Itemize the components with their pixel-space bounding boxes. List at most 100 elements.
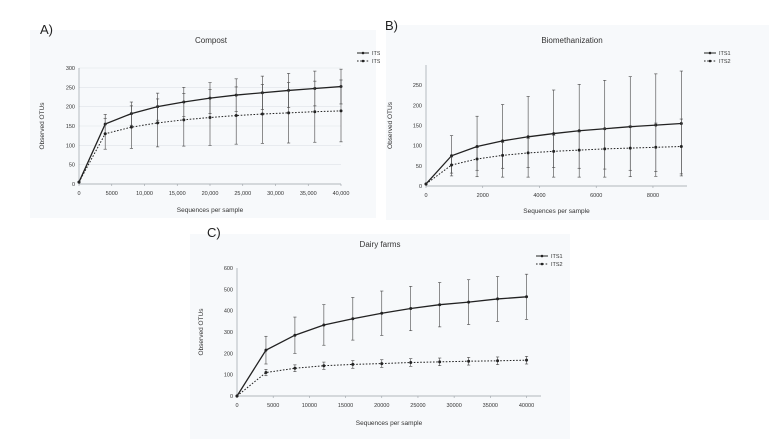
data-point	[380, 311, 384, 315]
x-tick-label: 0	[235, 403, 238, 409]
chart-title: Dairy farms	[360, 240, 401, 249]
y-tick-label: 300	[224, 330, 233, 336]
y-tick-label: 100	[224, 373, 233, 379]
data-point	[287, 111, 291, 115]
chart-title: Biomethanization	[541, 36, 602, 45]
x-tick-label: 10,000	[136, 191, 153, 197]
y-tick-label: 0	[230, 394, 233, 400]
data-point	[496, 359, 500, 363]
data-point	[409, 361, 413, 365]
biomethanization-chart: Biomethanization 0 2000 4000 6000 8000 0 50 100…	[386, 25, 769, 220]
legend-marker	[540, 254, 544, 258]
y-tick-label: 100	[413, 144, 422, 150]
y-tick-label: 300	[66, 66, 75, 72]
x-tick-label: 40000	[519, 403, 534, 409]
chart-title: Compost	[195, 36, 228, 45]
dairy-farms-chart: Dairy farms 0 5000 10000 15000 20000 25000 300…	[190, 234, 570, 439]
y-tick-label: 50	[416, 164, 422, 170]
x-tick-label: 0	[77, 191, 80, 197]
data-point	[628, 146, 632, 150]
y-tick-label: 50	[69, 163, 75, 169]
data-point	[525, 295, 529, 299]
legend-marker	[361, 59, 365, 63]
series-its2	[235, 356, 529, 398]
legend-label: ITS1	[719, 51, 731, 57]
panel-letter-a: A)	[40, 22, 53, 37]
x-tick-label: 8000	[647, 193, 659, 199]
data-point	[438, 360, 442, 364]
data-point	[679, 144, 683, 148]
data-point	[552, 149, 556, 153]
data-point	[501, 139, 505, 143]
series-its2	[424, 118, 683, 186]
x-tick-label: 20,000	[202, 191, 219, 197]
data-point	[182, 118, 186, 122]
data-point	[293, 366, 297, 370]
data-point	[264, 348, 268, 352]
y-tick-label: 250	[66, 85, 75, 91]
chart-background	[386, 25, 769, 220]
data-point	[475, 157, 479, 161]
legend-label: ITS1	[372, 51, 380, 57]
x-axis-label: Sequences per sample	[177, 207, 244, 214]
chart-background	[190, 234, 570, 439]
legend-marker	[540, 262, 544, 266]
data-point	[351, 317, 355, 321]
x-tick-label: 0	[424, 193, 427, 199]
y-tick-label: 150	[66, 124, 75, 130]
legend-label: ITS2	[372, 59, 380, 65]
data-point	[577, 148, 581, 152]
panel-letter-c: C)	[207, 225, 221, 240]
x-tick-label: 35,000	[300, 191, 317, 197]
x-tick-label: 30,000	[267, 191, 284, 197]
legend-marker	[361, 51, 365, 55]
data-point	[208, 115, 212, 119]
data-point	[234, 114, 238, 118]
data-point	[260, 112, 264, 116]
x-tick-label: 35000	[483, 403, 498, 409]
data-point	[77, 180, 81, 184]
y-tick-label: 0	[72, 182, 75, 188]
x-tick-label: 4000	[533, 193, 545, 199]
y-tick-label: 200	[224, 351, 233, 357]
data-point	[654, 145, 658, 149]
y-tick-label: 200	[66, 105, 75, 111]
x-tick-label: 25,000	[234, 191, 251, 197]
x-tick-label: 6000	[590, 193, 602, 199]
data-point	[496, 297, 500, 301]
y-tick-label: 200	[413, 103, 422, 109]
data-point	[235, 394, 239, 398]
data-point	[450, 163, 454, 167]
x-axis-label: Sequences per sample	[523, 208, 590, 215]
x-tick-label: 25000	[410, 403, 425, 409]
data-point	[526, 151, 530, 155]
panel-c: C) Dairy farms 0 5000 10000 15000 20000 25000…	[190, 222, 570, 439]
data-point	[525, 358, 529, 362]
x-tick-label: 10000	[302, 403, 317, 409]
data-point	[603, 147, 607, 151]
y-axis-label: Observed OTUs	[198, 308, 205, 356]
y-tick-label: 0	[419, 184, 422, 190]
data-point	[264, 371, 268, 375]
legend-marker	[708, 59, 712, 63]
data-point	[467, 359, 471, 363]
panel-b: B) Biomethanization 0 2000 4000 6000 8000 0 50…	[380, 0, 771, 220]
legend-label: ITS2	[551, 262, 563, 268]
y-tick-label: 250	[413, 83, 422, 89]
series-its2	[77, 79, 343, 184]
x-tick-label: 5000	[267, 403, 279, 409]
dairy-farms-plot: 0 5000 10000 15000 20000 25000 30000 35000 40000…	[198, 254, 563, 427]
data-point	[380, 362, 384, 366]
compost-chart: Compost 0 5000 10,000 15,000 20,000 25,000 30,…	[30, 30, 384, 218]
data-point	[103, 132, 107, 136]
x-tick-label: 30000	[446, 403, 461, 409]
data-point	[129, 125, 133, 129]
data-point	[322, 364, 326, 368]
x-tick-label: 20000	[374, 403, 389, 409]
legend-marker	[708, 51, 712, 55]
data-point	[156, 121, 160, 125]
y-tick-label: 400	[224, 309, 233, 315]
data-point	[501, 153, 505, 157]
chart-background	[30, 30, 376, 218]
data-point	[475, 144, 479, 148]
